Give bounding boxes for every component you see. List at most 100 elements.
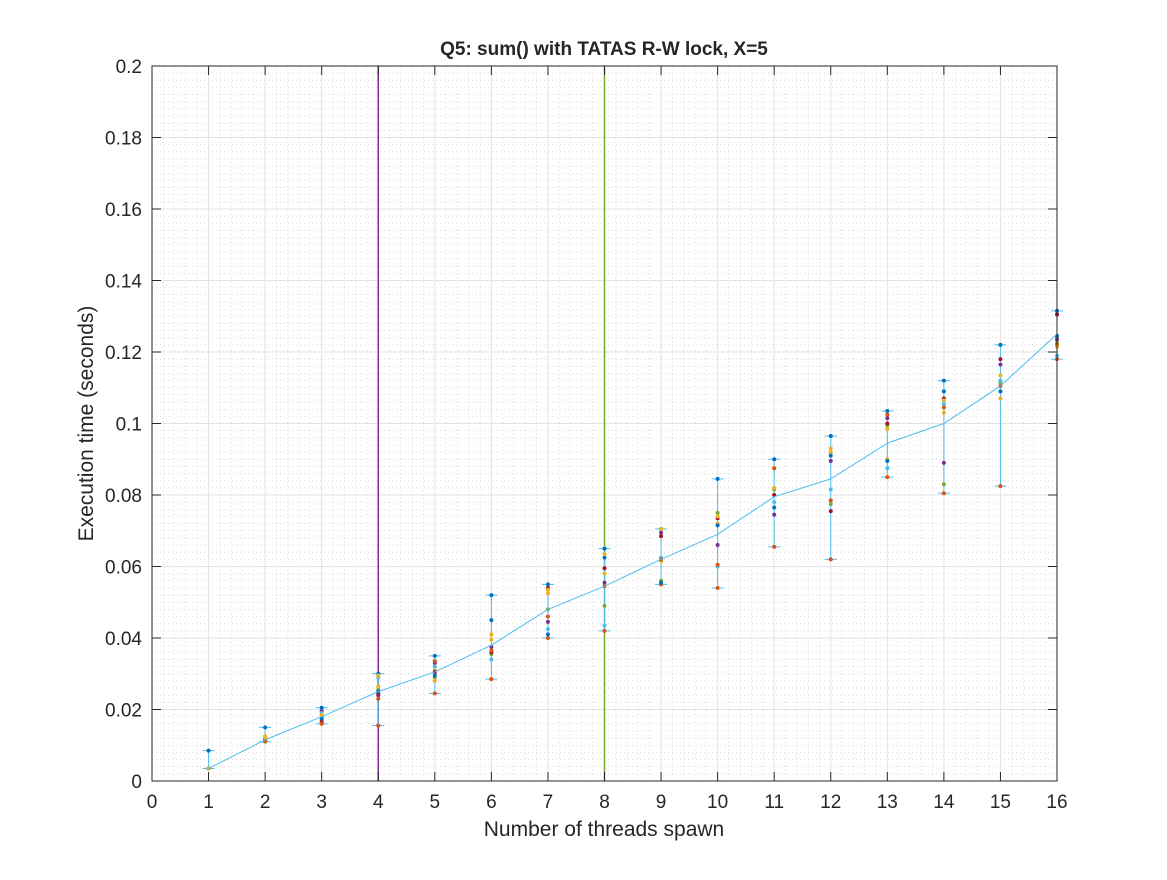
trial-point [659,530,664,535]
trial-point [489,657,494,662]
mean-point [943,423,945,424]
chart-title: Q5: sum() with TATAS R-W lock, X=5 [440,39,768,60]
mean-point [321,716,323,718]
trial-point [828,450,833,455]
y-tick-label: 0.18 [105,129,142,150]
y-tick-label: 0.16 [105,200,142,221]
trial-point [319,721,324,726]
trial-point [489,677,494,682]
mean-point [377,691,379,693]
trial-point [941,398,946,403]
trial-point [602,555,607,560]
y-tick-labels: 0 0.02 0.04 0.06 0.08 0.1 0.12 0.14 0.16 0.18 0.2 [105,57,142,793]
y-tick-label: 0.12 [105,343,142,364]
trial-point [885,408,890,413]
trial-point [772,466,777,471]
trial-point [941,410,946,415]
trial-point [432,664,437,669]
trial-point [489,632,494,637]
trial-point [376,696,381,701]
x-tick-label: 7 [543,792,554,813]
mean-point [604,585,605,587]
mean-point [773,496,775,498]
trial-point [432,673,437,678]
trial-point [772,485,777,490]
trial-point [489,648,494,653]
mean-point [547,608,549,610]
reference-lines [377,66,606,781]
mean-point [830,478,832,480]
trial-point [489,637,494,642]
trial-point [545,619,550,624]
x-tick-label: 0 [147,792,158,813]
trial-point [715,514,720,519]
x-tick-label: 15 [990,792,1011,813]
mean-point [434,671,436,673]
trial-point [545,591,550,596]
trial-point [885,416,890,421]
trial-point [885,426,890,431]
trial-point [715,585,720,590]
trial-point [602,551,607,556]
mean-point [208,767,210,769]
x-tick-labels: 0 1 2 3 4 5 6 7 8 9 10 11 12 13 14 15 16 [147,792,1068,813]
mean-point [660,558,662,560]
trial-point [659,534,664,539]
axis-ticks [151,65,1058,782]
mean-point [264,739,266,741]
trial-point [885,459,890,464]
trial-point [998,484,1003,489]
trial-point [263,735,268,740]
trial-point [772,505,777,510]
trial-point [432,653,437,658]
trial-point [659,526,664,531]
trial-points [206,308,1059,771]
trial-point [885,475,890,480]
y-tick-label: 0.02 [105,701,142,722]
y-tick-label: 0 [131,772,142,793]
trial-point [828,557,833,562]
trial-point [432,678,437,683]
trial-point [998,342,1003,347]
trial-point [885,466,890,471]
trial-point [319,705,324,710]
trial-point [715,510,720,515]
trial-point [602,603,607,608]
trial-point [602,546,607,551]
x-tick-label: 10 [707,792,728,813]
y-tick-label: 0.04 [105,629,142,650]
trial-point [715,476,720,481]
trial-point [998,373,1003,378]
trial-point [828,434,833,439]
x-tick-label: 5 [430,792,441,813]
trial-point [941,389,946,394]
x-tick-label: 13 [877,792,898,813]
trial-point [715,562,720,567]
y-tick-label: 0.14 [105,272,142,293]
trial-point [545,582,550,587]
trial-point [828,446,833,451]
trial-point [489,593,494,598]
trial-point [998,357,1003,362]
x-tick-label: 16 [1046,792,1067,813]
trial-point [941,405,946,410]
trial-point [545,627,550,632]
y-tick-label: 0.2 [116,57,142,78]
trial-point [885,412,890,417]
trial-point [772,500,777,505]
y-tick-label: 0.1 [116,415,142,436]
trial-point [828,459,833,464]
x-tick-label: 11 [764,792,784,813]
trial-point [772,512,777,517]
trial-point [941,460,946,465]
trial-point [545,636,550,640]
trial-point [545,614,550,619]
trial-point [545,587,550,592]
trial-point [263,725,268,730]
trial-point [828,487,833,492]
trial-point [998,378,1003,383]
trial-point [602,571,607,576]
trial-point [715,543,720,548]
